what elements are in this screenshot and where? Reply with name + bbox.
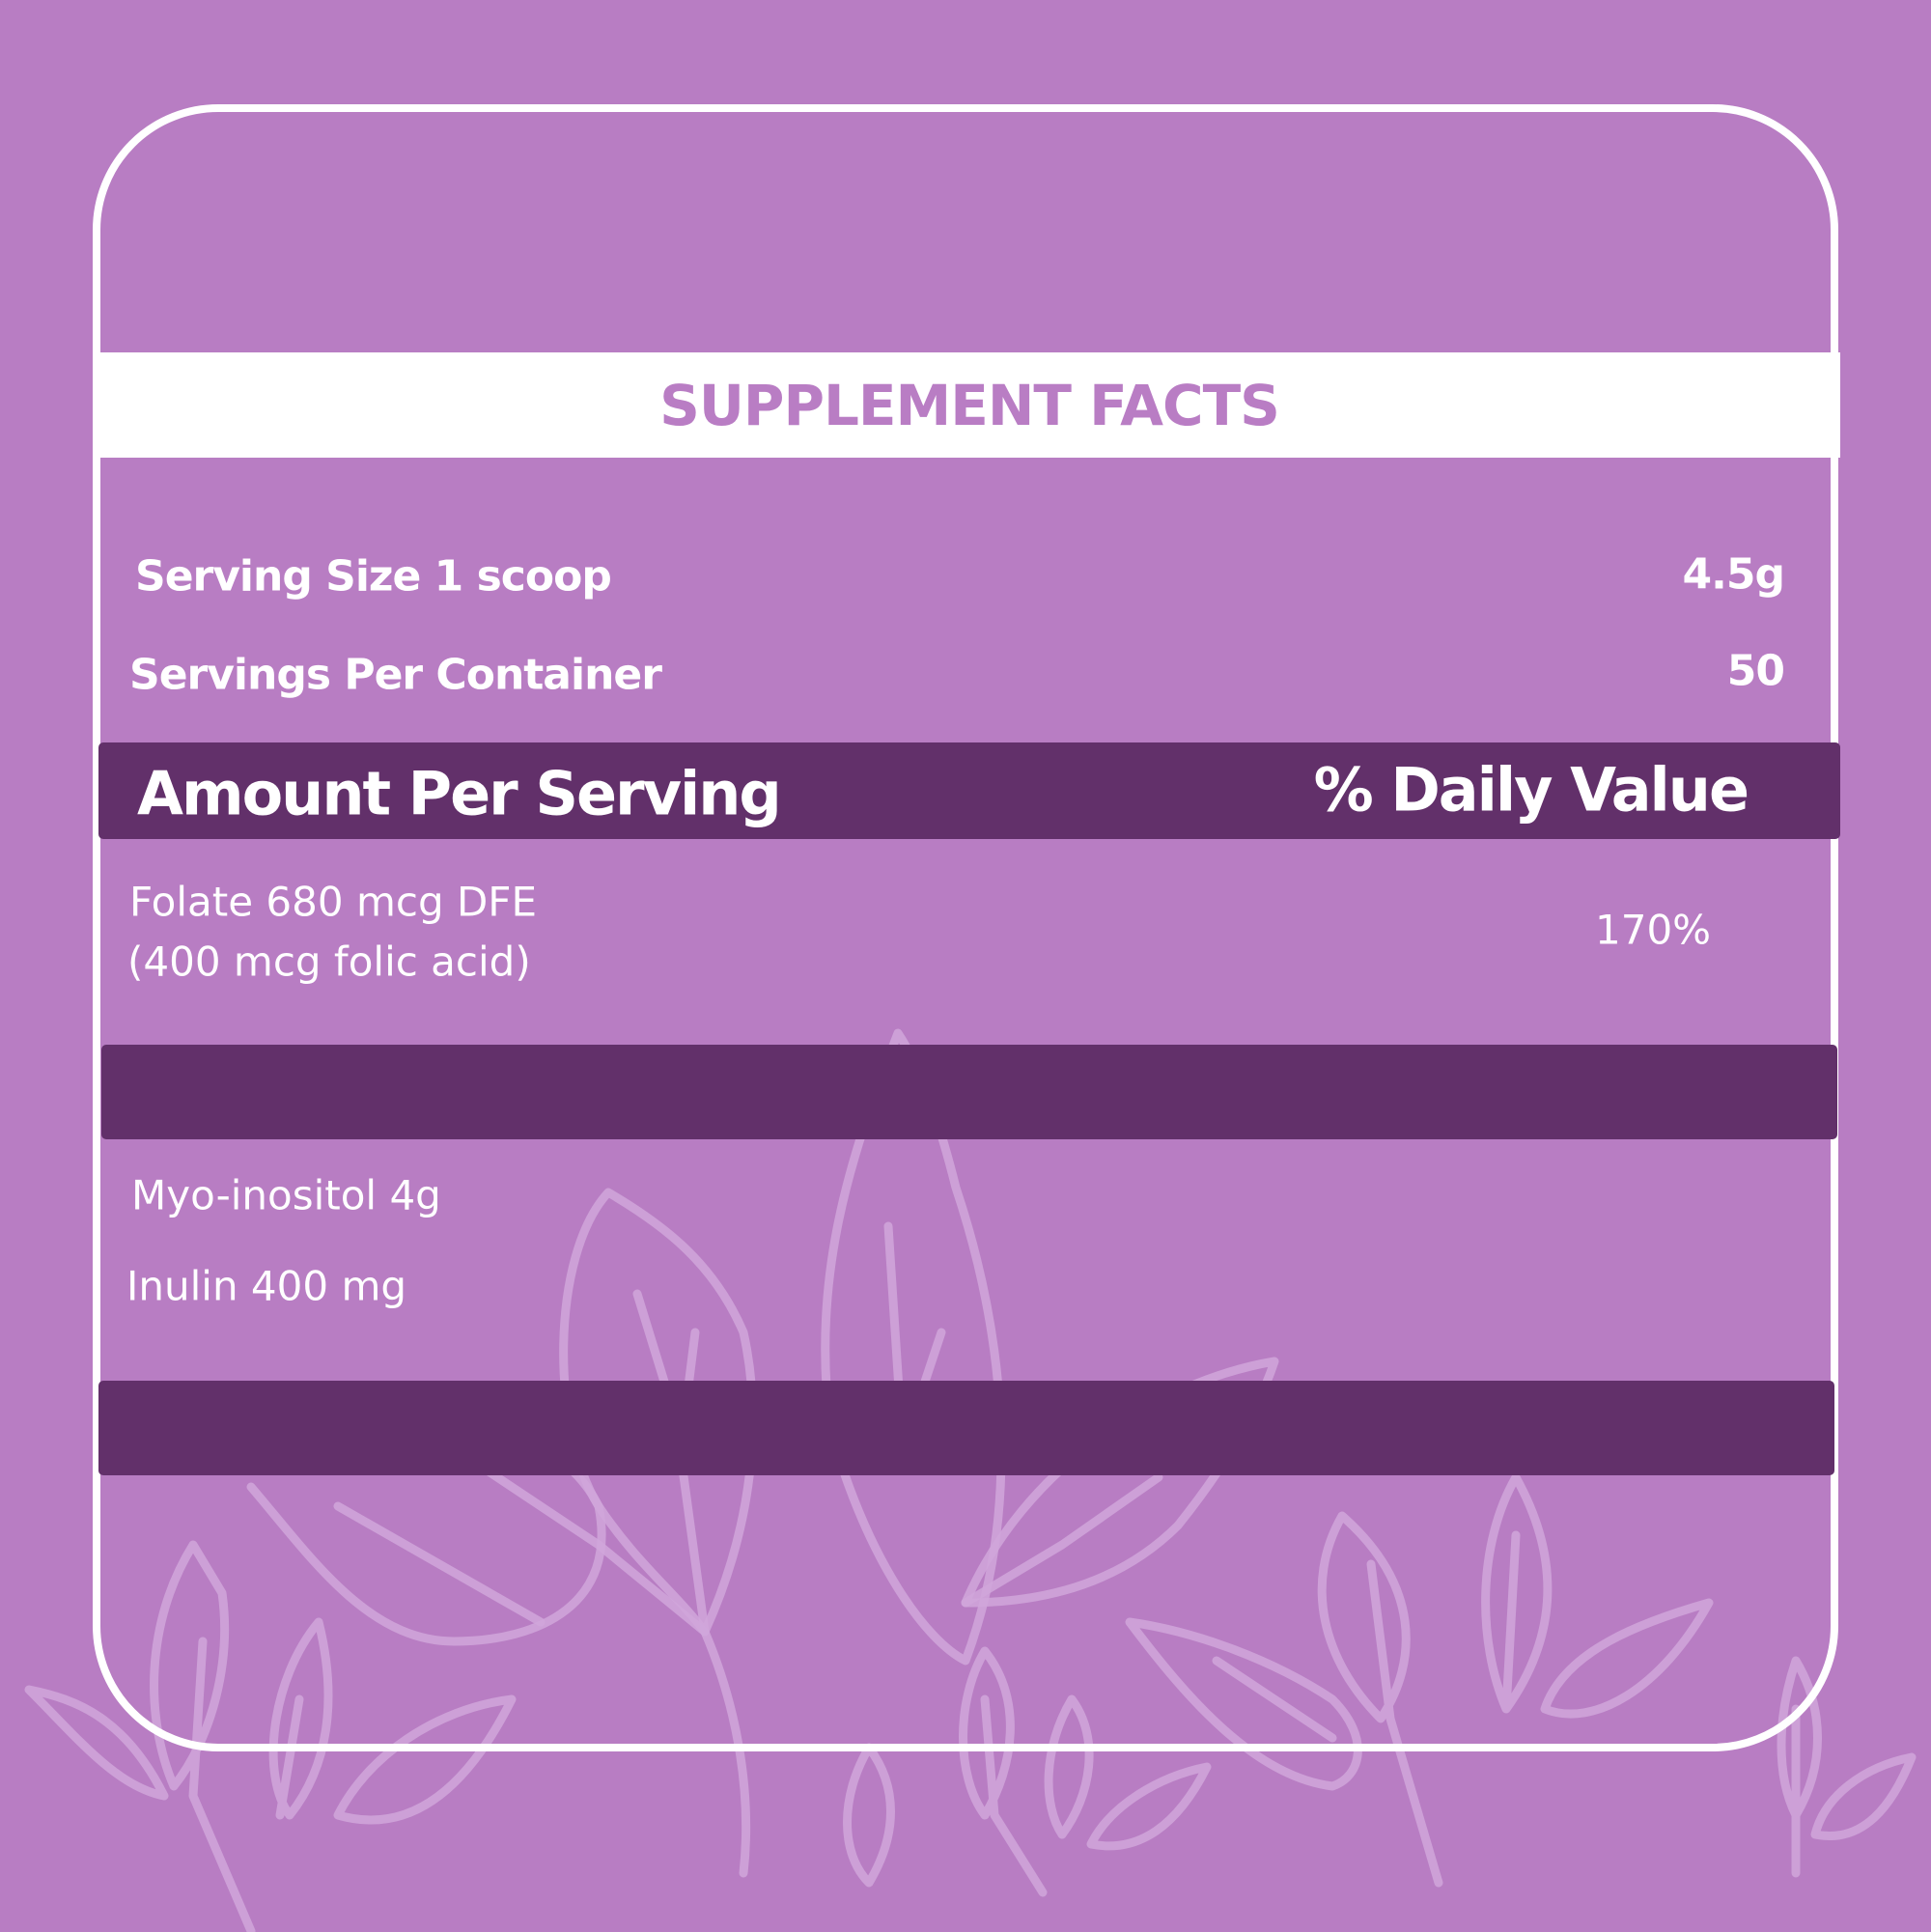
- amount-header-bar: [98, 742, 1840, 839]
- page-title: SUPPLEMENT FACTS: [659, 372, 1280, 438]
- serving-size-value: 4.5g: [1682, 549, 1785, 600]
- myo-inositol-label: Myo-inositol 4g: [131, 1171, 441, 1219]
- facts-panel-border: [93, 104, 1838, 1751]
- folate-label: Folate 680 mcg DFE: [129, 878, 537, 926]
- amount-per-serving-label: Amount Per Serving: [137, 758, 782, 829]
- servings-per-container-value: 50: [1726, 646, 1785, 696]
- inulin-label: Inulin 400 mg: [126, 1262, 407, 1310]
- divider-bar: [101, 1045, 1837, 1139]
- servings-per-container-label: Servings Per Container: [129, 650, 662, 700]
- folate-daily-value: 170%: [1595, 906, 1712, 954]
- title-band: SUPPLEMENT FACTS: [98, 352, 1840, 458]
- serving-size-label: Serving Size 1 scoop: [135, 551, 612, 602]
- daily-value-label: % Daily Value: [1313, 754, 1749, 826]
- footer-bar: [98, 1381, 1834, 1475]
- folate-sublabel: (400 mcg folic acid): [127, 938, 531, 986]
